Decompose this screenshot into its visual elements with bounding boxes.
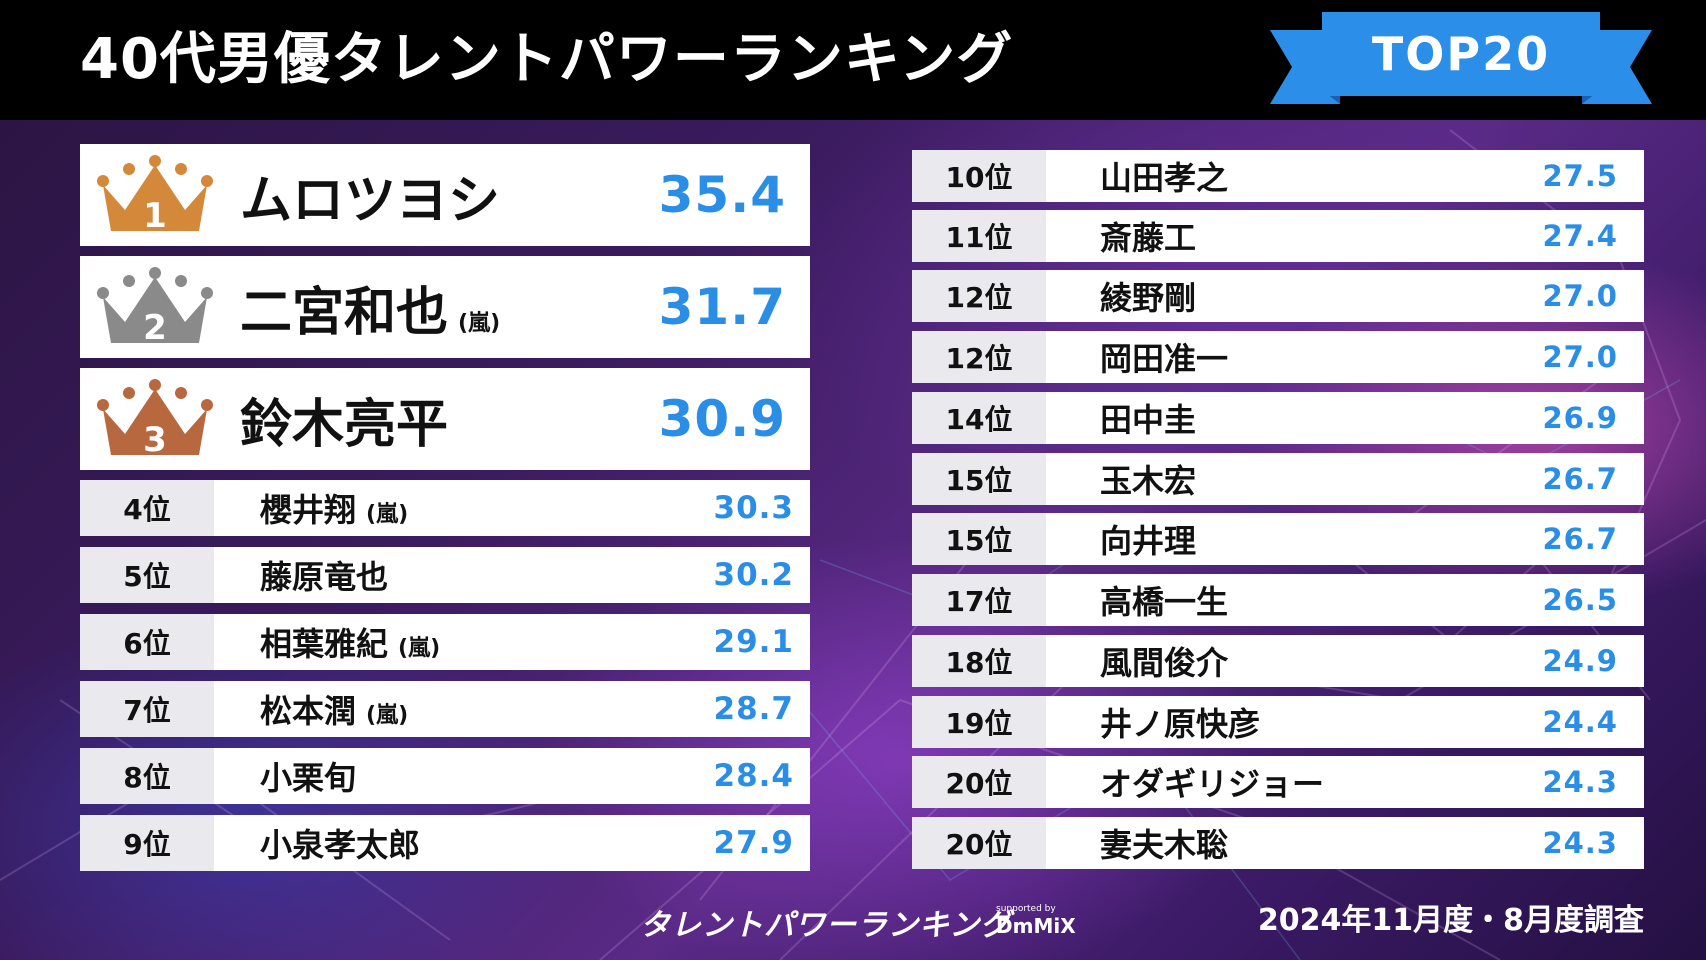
score: 31.7 [658, 278, 786, 336]
rank-label: 7位 [80, 681, 214, 737]
crown-rank-2: 2 [143, 308, 167, 347]
rank-label: 9位 [80, 815, 214, 871]
score: 24.4 [1542, 705, 1618, 739]
bronze-crown-icon: 3 [90, 368, 220, 470]
rank-2-row: 2 二宮和也 (嵐) 31.7 [80, 256, 810, 358]
rank-label: 19位 [912, 696, 1046, 748]
top20-ribbon [1270, 12, 1652, 104]
rank-row: 12位 綾野剛 27.0 [912, 270, 1644, 322]
talent-name: ムロツヨシ [240, 170, 501, 231]
group-label: (嵐) [366, 703, 409, 728]
rank-label: 12位 [912, 270, 1046, 322]
talent-name: 相葉雅紀 [260, 625, 389, 663]
rank-label: 6位 [80, 614, 214, 670]
talent-name: 櫻井翔 [260, 491, 357, 529]
rank-row: 9位 小泉孝太郎 27.9 [80, 815, 810, 871]
talent-name: 藤原竜也 [260, 558, 389, 596]
rank-row: 6位 相葉雅紀 (嵐) 29.1 [80, 614, 810, 670]
talent-name: 高橋一生 [1100, 583, 1229, 621]
rank-label: 20位 [912, 817, 1046, 869]
sponsor-caption: supported by [996, 904, 1056, 914]
talent-name: 井ノ原快彦 [1100, 705, 1261, 743]
gold-crown-icon: 1 [90, 144, 220, 246]
score: 30.9 [658, 390, 786, 448]
rank-row: 7位 松本潤 (嵐) 28.7 [80, 681, 810, 737]
score: 26.7 [1542, 522, 1618, 556]
rank-label: 5位 [80, 547, 214, 603]
rank-row: 10位 山田孝之 27.5 [912, 150, 1644, 202]
score: 27.4 [1542, 219, 1618, 253]
talent-name: 田中圭 [1100, 401, 1197, 439]
rank-label: 15位 [912, 513, 1046, 565]
score: 35.4 [658, 166, 786, 224]
rank-row: 8位 小栗旬 28.4 [80, 748, 810, 804]
score: 24.3 [1542, 826, 1618, 860]
rank-label: 11位 [912, 210, 1046, 262]
rank-row: 15位 向井理 26.7 [912, 513, 1644, 565]
score: 26.5 [1542, 583, 1618, 617]
talent-name: 松本潤 [260, 692, 357, 730]
rank-label: 4位 [80, 480, 214, 536]
talent-name: 岡田准一 [1100, 340, 1229, 378]
score: 30.2 [713, 557, 794, 593]
group-label: (嵐) [458, 310, 501, 336]
rank-row: 19位 井ノ原快彦 24.4 [912, 696, 1644, 748]
silver-crown-icon: 2 [90, 256, 220, 358]
score: 27.5 [1542, 159, 1618, 193]
page-title: 40代男優タレントパワーランキング [80, 27, 1014, 92]
rank-3-row: 3 鈴木亮平 30.9 [80, 368, 810, 470]
rank-label: 18位 [912, 635, 1046, 687]
group-label: (嵐) [398, 636, 441, 661]
talent-name: 風間俊介 [1100, 644, 1229, 682]
score: 24.3 [1542, 765, 1618, 799]
talent-name: 向井理 [1100, 522, 1197, 560]
rank-label: 15位 [912, 453, 1046, 505]
score: 30.3 [713, 490, 794, 526]
talent-name: オダギリジョー [1100, 765, 1325, 803]
score: 24.9 [1542, 644, 1618, 678]
rank-label: 8位 [80, 748, 214, 804]
crown-rank-1: 1 [143, 196, 167, 235]
survey-date: 2024年11月度・8月度調査 [1257, 903, 1644, 938]
rank-label: 10位 [912, 150, 1046, 202]
rank-row: 4位 櫻井翔 (嵐) 30.3 [80, 480, 810, 536]
rank-label: 14位 [912, 392, 1046, 444]
crown-rank-3: 3 [143, 420, 167, 459]
top20-badge: TOP20 [1371, 27, 1551, 81]
sponsor-brand: DmMiX [996, 914, 1076, 938]
score: 26.9 [1542, 401, 1618, 435]
talent-name: 山田孝之 [1100, 159, 1229, 197]
score: 27.9 [713, 825, 794, 861]
talent-name: 妻夫木聡 [1100, 826, 1229, 864]
rank-row: 17位 高橋一生 26.5 [912, 574, 1644, 626]
talent-name: 二宮和也 [240, 282, 449, 343]
score: 29.1 [713, 624, 794, 660]
talent-name: 小泉孝太郎 [260, 826, 421, 864]
group-label: (嵐) [366, 502, 409, 527]
talent-name: 鈴木亮平 [240, 394, 449, 455]
talent-name: 綾野剛 [1100, 279, 1197, 317]
score: 26.7 [1542, 462, 1618, 496]
rank-1-row: 1 ムロツヨシ 35.4 [80, 144, 810, 246]
sponsor-logo: supported by DmMiX [996, 904, 1076, 938]
rank-row: 20位 妻夫木聡 24.3 [912, 817, 1644, 869]
rank-row: 20位 オダギリジョー 24.3 [912, 756, 1644, 808]
rank-label: 12位 [912, 331, 1046, 383]
talent-name: 小栗旬 [260, 759, 357, 797]
talent-name: 玉木宏 [1100, 462, 1197, 500]
rank-label: 20位 [912, 756, 1046, 808]
rank-row: 5位 藤原竜也 30.2 [80, 547, 810, 603]
rank-row: 12位 岡田准一 27.0 [912, 331, 1644, 383]
ranking-logo: タレントパワーランキング [640, 908, 1012, 943]
rank-row: 15位 玉木宏 26.7 [912, 453, 1644, 505]
score: 27.0 [1542, 340, 1618, 374]
rank-row: 18位 風間俊介 24.9 [912, 635, 1644, 687]
talent-name: 斎藤工 [1100, 219, 1197, 257]
score: 27.0 [1542, 279, 1618, 313]
score: 28.7 [713, 691, 794, 727]
rank-label: 17位 [912, 574, 1046, 626]
rank-row: 11位 斎藤工 27.4 [912, 210, 1644, 262]
score: 28.4 [713, 758, 794, 794]
rank-row: 14位 田中圭 26.9 [912, 392, 1644, 444]
